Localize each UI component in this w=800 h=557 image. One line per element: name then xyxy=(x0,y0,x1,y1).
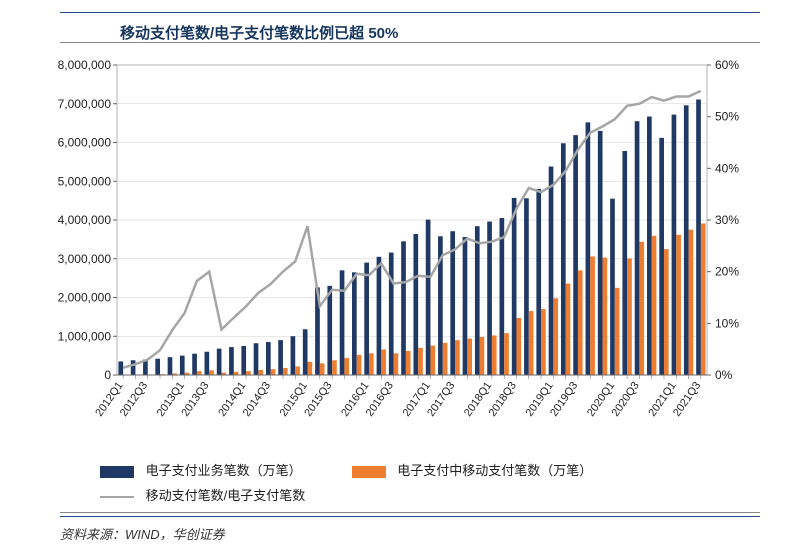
legend-swatch-bars2 xyxy=(352,466,386,478)
svg-text:30%: 30% xyxy=(715,213,739,227)
legend-label-bars2: 电子支付中移动支付笔数（万笔） xyxy=(397,463,592,478)
svg-text:60%: 60% xyxy=(715,58,739,72)
svg-text:1,000,000: 1,000,000 xyxy=(58,329,112,343)
svg-text:10%: 10% xyxy=(715,316,739,330)
legend: 电子支付业务笔数（万笔） 电子支付中移动支付笔数（万笔） 移动支付笔数/电子支付… xyxy=(100,460,740,510)
title-block: 移动支付笔数/电子支付笔数比例已超 50% xyxy=(60,18,760,49)
source-text: 资料来源：WIND，华创证券 xyxy=(60,524,225,543)
legend-item-line: 移动支付笔数/电子支付笔数 xyxy=(100,485,305,504)
legend-label-line: 移动支付笔数/电子支付笔数 xyxy=(146,488,306,503)
chart-area: 0 1,000,000 2,000,000 3,000,000 4,000,000 5,0… xyxy=(55,55,755,455)
svg-text:40%: 40% xyxy=(715,161,739,175)
svg-text:50%: 50% xyxy=(715,110,739,124)
svg-text:8,000,000: 8,000,000 xyxy=(58,58,112,72)
svg-text:5,000,000: 5,000,000 xyxy=(58,174,112,188)
chart-title: 移动支付笔数/电子支付笔数比例已超 50% xyxy=(60,18,760,49)
bottom-rule-2 xyxy=(60,516,760,517)
legend-item-bars1: 电子支付业务笔数（万笔） xyxy=(100,460,302,479)
legend-label-bars1: 电子支付业务笔数（万笔） xyxy=(146,463,302,478)
chart-svg: 0 1,000,000 2,000,000 3,000,000 4,000,000 5,0… xyxy=(55,55,755,455)
title-underline xyxy=(60,42,760,43)
svg-text:3,000,000: 3,000,000 xyxy=(58,252,112,266)
legend-swatch-line xyxy=(100,496,134,498)
svg-text:4,000,000: 4,000,000 xyxy=(58,213,112,227)
svg-text:0%: 0% xyxy=(715,368,733,382)
legend-swatch-bars1 xyxy=(100,466,134,478)
top-rule xyxy=(60,12,760,13)
bottom-rule-1 xyxy=(60,512,760,513)
svg-text:2,000,000: 2,000,000 xyxy=(58,291,112,305)
svg-text:6,000,000: 6,000,000 xyxy=(58,136,112,150)
svg-text:0: 0 xyxy=(104,368,111,382)
svg-text:7,000,000: 7,000,000 xyxy=(58,97,112,111)
legend-item-bars2: 电子支付中移动支付笔数（万笔） xyxy=(352,460,593,479)
svg-text:20%: 20% xyxy=(715,265,739,279)
